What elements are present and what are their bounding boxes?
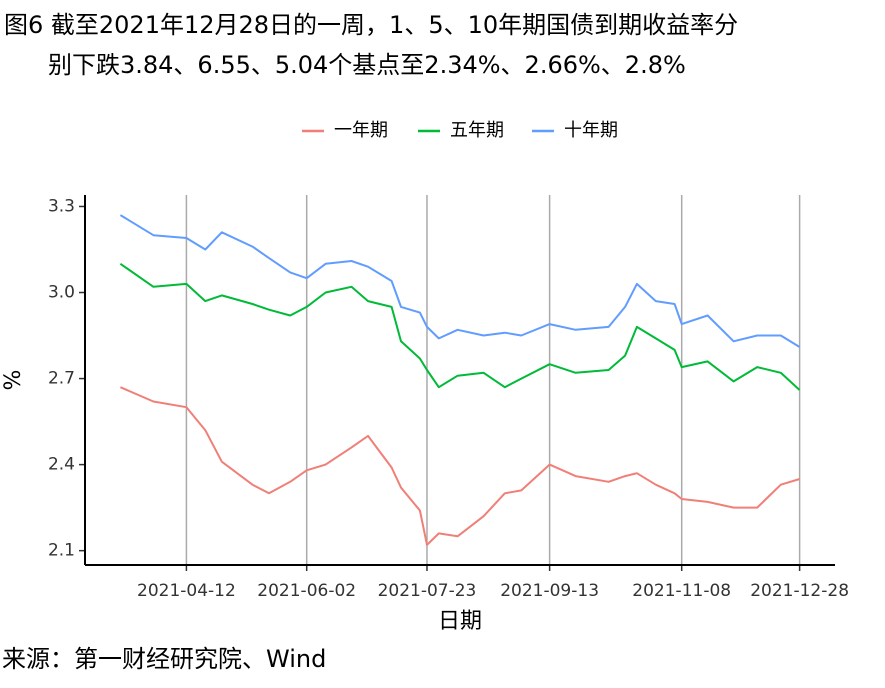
x-tick-label: 2021-06-02	[257, 581, 356, 601]
legend-label: 一年期	[334, 120, 388, 141]
line-series	[119, 214, 801, 348]
x-tick-label: 2021-09-13	[500, 581, 599, 601]
x-tick-label: 2021-11-08	[632, 581, 731, 601]
x-axis-label: 日期	[438, 609, 482, 634]
source: 来源：第一财经研究院、Wind	[2, 645, 326, 673]
x-tick-label: 2021-07-23	[378, 581, 477, 601]
y-tick-label: 2.7	[48, 369, 75, 389]
y-tick-label: 3.3	[48, 196, 75, 216]
x-tick-label: 2021-12-28	[750, 581, 849, 601]
y-tick-label: 2.1	[48, 541, 75, 561]
y-tick-label: 3.0	[48, 283, 75, 303]
chart-title: 别下跌3.84、6.55、5.04个基点至2.34%、2.66%、2.8%	[48, 51, 686, 79]
line-series	[120, 386, 800, 546]
x-tick-label: 2021-04-12	[137, 581, 236, 601]
legend-label: 五年期	[450, 120, 504, 141]
y-axis-label: %	[1, 370, 26, 391]
y-tick-label: 2.4	[48, 455, 75, 475]
line-series	[119, 262, 801, 391]
chart-title: 图6 截至2021年12月28日的一周，1、5、10年期国债到期收益率分	[4, 11, 738, 39]
legend-label: 十年期	[564, 120, 618, 141]
